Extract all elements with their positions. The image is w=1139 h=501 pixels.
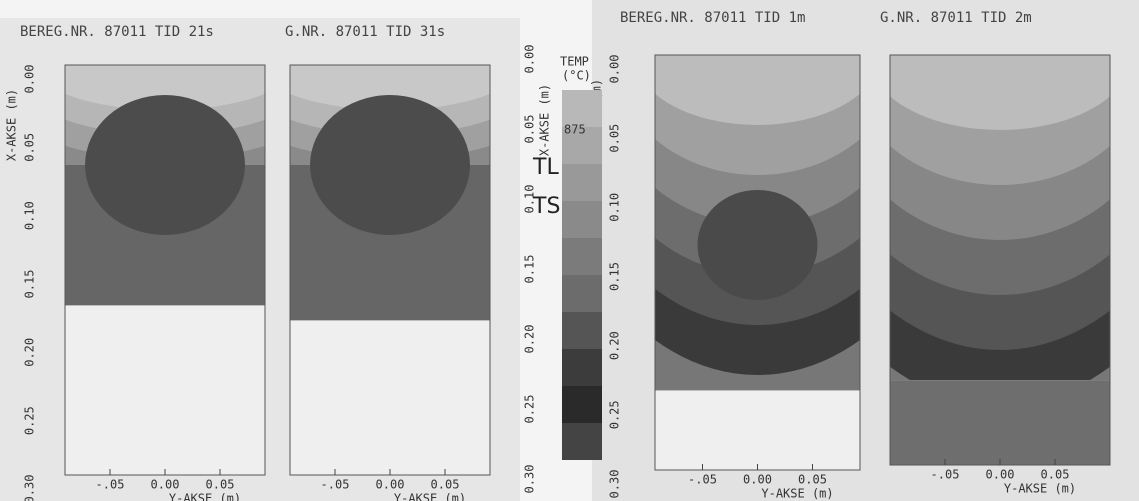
y-axis-label: X-AKSE (m) [5,89,19,161]
legend-swatch [562,386,602,423]
y-tick-label: 0.30 [608,470,622,499]
contour [65,65,265,110]
legend-swatch [562,349,602,386]
y-tick-label: 0.00 [23,65,37,94]
panel-header: G.NR. 87011 TID 31s [285,24,445,40]
y-tick-label: 0.20 [523,325,537,354]
y-tick-label: 0.10 [23,201,37,230]
y-tick-label: 0.15 [608,262,622,291]
x-tick-label: -.05 [688,473,717,487]
contours [890,55,1110,380]
contour [290,65,490,110]
y-tick-label: 0.25 [523,395,537,424]
y-tick-label: 0.30 [23,475,37,501]
y-tick-label: 0.30 [523,465,537,494]
x-tick-label: 0.05 [1041,468,1070,482]
y-tick-label: 0.05 [523,115,537,144]
y-tick-label: 0.15 [23,270,37,299]
x-tick-label: -.05 [96,478,125,492]
legend-entry: 875 [564,123,586,137]
plot-bottom [289,319,491,476]
plot-bottom [889,379,1111,466]
y-tick-label: 0.05 [23,133,37,162]
y-tick-label: 0.05 [608,124,622,153]
x-tick-label: 0.00 [743,473,772,487]
y-tick-label: 0.10 [523,185,537,214]
y-axis-label: X-AKSE (m) [538,84,552,156]
legend-swatch [562,423,602,460]
legend-title: TEMP [560,55,589,69]
y-tick-label: 0.00 [608,55,622,84]
panel-header: BEREG.NR. 87011 TID 21s [20,24,214,40]
panel-header: G.NR. 87011 TID 2m [880,10,1032,26]
x-axis-label: Y-AKSE (m) [1004,482,1076,496]
y-tick-label: 0.15 [523,255,537,284]
y-tick-label: 0.00 [523,45,537,74]
legend-swatch [562,127,602,164]
legend-swatch [562,238,602,275]
x-tick-label: 0.05 [206,478,235,492]
contour [310,95,470,235]
x-axis-label: Y-AKSE (m) [394,492,466,501]
panel-header: BEREG.NR. 87011 TID 1m [620,10,805,26]
y-tick-label: 0.25 [23,406,37,435]
legend-unit: (°C) [562,69,591,83]
legend-swatch [562,275,602,312]
contour [85,95,245,235]
contour [890,55,1110,130]
y-tick-label: 0.20 [608,331,622,360]
legend-swatch [562,164,602,201]
y-tick-label: 0.20 [23,338,37,367]
legend-swatch [562,90,602,127]
contour [655,55,860,125]
x-tick-label: 0.05 [431,478,460,492]
x-tick-label: 0.00 [376,478,405,492]
legend-swatch [562,312,602,349]
legend-swatch [562,201,602,238]
plot-bottom [64,304,266,476]
contour [697,190,818,300]
solidus-label: TS [532,194,560,219]
y-tick-label: 0.10 [608,193,622,222]
y-tick-label: 0.25 [608,400,622,429]
x-axis-label: Y-AKSE (m) [169,492,241,501]
x-tick-label: -.05 [321,478,350,492]
x-axis-label: Y-AKSE (m) [761,487,833,501]
x-tick-label: 0.05 [798,473,827,487]
plot-bottom [654,389,861,471]
liquidus-label: TL [532,155,559,180]
x-tick-label: 0.00 [151,478,180,492]
x-tick-label: 0.00 [986,468,1015,482]
x-tick-label: -.05 [931,468,960,482]
